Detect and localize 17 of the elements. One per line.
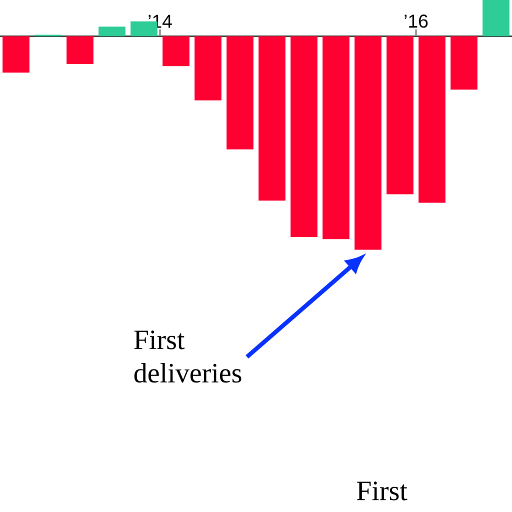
bar bbox=[162, 36, 190, 66]
bar bbox=[386, 36, 414, 194]
bar bbox=[354, 36, 382, 250]
bar bbox=[66, 36, 94, 64]
bar bbox=[450, 36, 478, 90]
bar bbox=[482, 0, 510, 36]
text: First bbox=[356, 482, 408, 500]
bar bbox=[290, 36, 318, 237]
bar bbox=[2, 36, 30, 73]
bar bbox=[322, 36, 350, 240]
text: First deliveries bbox=[134, 330, 242, 383]
x-tick-label: ’16 bbox=[404, 14, 428, 28]
bar bbox=[418, 36, 446, 203]
bar bbox=[226, 36, 254, 150]
bar bbox=[98, 26, 126, 36]
bar bbox=[258, 36, 286, 201]
bar bbox=[194, 36, 222, 100]
